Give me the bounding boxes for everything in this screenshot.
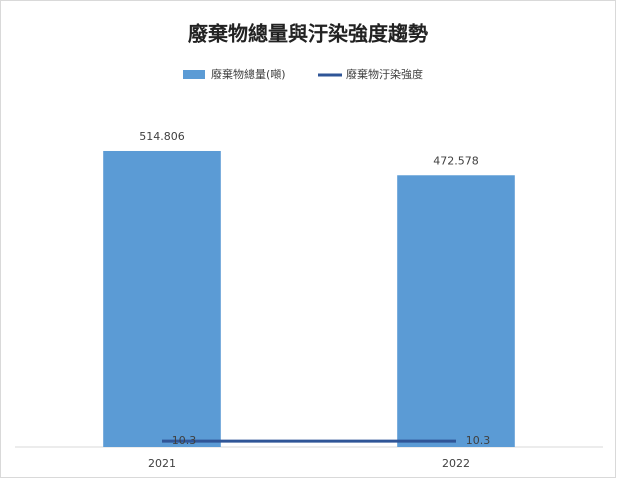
data-label: 472.578 bbox=[433, 154, 479, 167]
bar bbox=[103, 150, 221, 447]
data-label: 514.806 bbox=[139, 130, 185, 143]
legend-swatch bbox=[183, 70, 205, 79]
x-tick-label: 2022 bbox=[442, 457, 470, 470]
chart-title: 廢棄物總量與汙染強度趨勢 bbox=[188, 22, 428, 46]
data-label: 10.3 bbox=[172, 434, 197, 447]
bar bbox=[397, 175, 515, 448]
legend-label: 廢棄物汙染強度 bbox=[346, 67, 423, 81]
legend-label: 廢棄物總量(噸) bbox=[211, 67, 286, 81]
data-label: 10.3 bbox=[466, 434, 491, 447]
x-tick-label: 2021 bbox=[148, 457, 176, 470]
